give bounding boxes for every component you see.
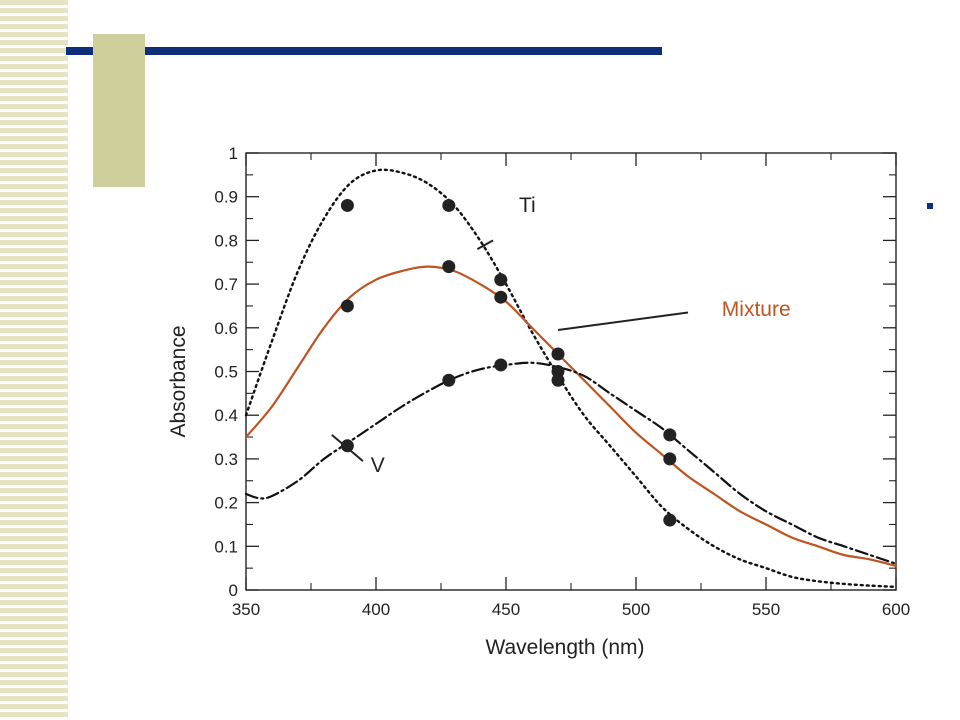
data-point-mixture (442, 260, 456, 274)
y-tick-label: 0.2 (214, 494, 238, 513)
x-tick-label: 600 (882, 600, 910, 619)
axes: 0 0.1 0.2 0.3 0.4 0.5 0.6 0.7 0.8 0.9 1 350 400 450 50… (214, 144, 910, 619)
data-point-v (551, 373, 565, 387)
x-tick-label: 550 (752, 600, 780, 619)
series-line-v (244, 361, 898, 565)
data-point-ti (663, 513, 677, 527)
data-point-v (340, 439, 354, 453)
annotations: Ti Mixture V (331, 194, 791, 477)
y-tick-label: 0.7 (214, 275, 238, 294)
data-point-mixture (551, 347, 565, 361)
bullet-marker (927, 203, 933, 209)
y-tick-label: 0.5 (214, 363, 238, 382)
data-point-ti (442, 198, 456, 212)
x-tick-label: 500 (622, 600, 650, 619)
x-tick-label: 400 (362, 600, 390, 619)
curve-label-ti: Ti (519, 194, 536, 217)
y-tick-label: 0.6 (214, 319, 238, 338)
decorative-stripe-bar (0, 0, 68, 720)
data-point-v (442, 373, 456, 387)
data-point-ti (340, 198, 354, 212)
y-tick-label: 0.9 (214, 188, 238, 207)
y-axis-title: Absorbance (167, 325, 190, 437)
series-layer (244, 168, 898, 589)
data-point-mixture (663, 452, 677, 466)
y-tick-label: 0 (229, 581, 238, 600)
y-tick-label: 0.4 (214, 406, 238, 425)
x-tick-label: 450 (492, 600, 520, 619)
data-point-v (494, 358, 508, 372)
curve-label-v: V (371, 454, 385, 477)
x-axis-title: Wavelength (nm) (485, 636, 644, 659)
label-pointer-ti (476, 239, 494, 251)
series-line-mixture (244, 265, 898, 568)
series-line-ti (244, 168, 898, 589)
data-point-ti (494, 273, 508, 287)
data-point-mixture (494, 290, 508, 304)
data-point-mixture (340, 299, 354, 313)
header-rule (66, 47, 662, 55)
y-tick-label: 0.3 (214, 450, 238, 469)
x-tick-label: 350 (232, 600, 260, 619)
y-tick-label: 0.1 (214, 537, 238, 556)
y-tick-label: 0.8 (214, 231, 238, 250)
accent-block (93, 34, 145, 187)
curve-label-mixture: Mixture (722, 298, 791, 321)
label-pointer-v (331, 434, 364, 462)
y-tick-label: 1 (229, 144, 238, 163)
data-point-v (663, 428, 677, 442)
label-pointer-mixture (557, 311, 689, 331)
